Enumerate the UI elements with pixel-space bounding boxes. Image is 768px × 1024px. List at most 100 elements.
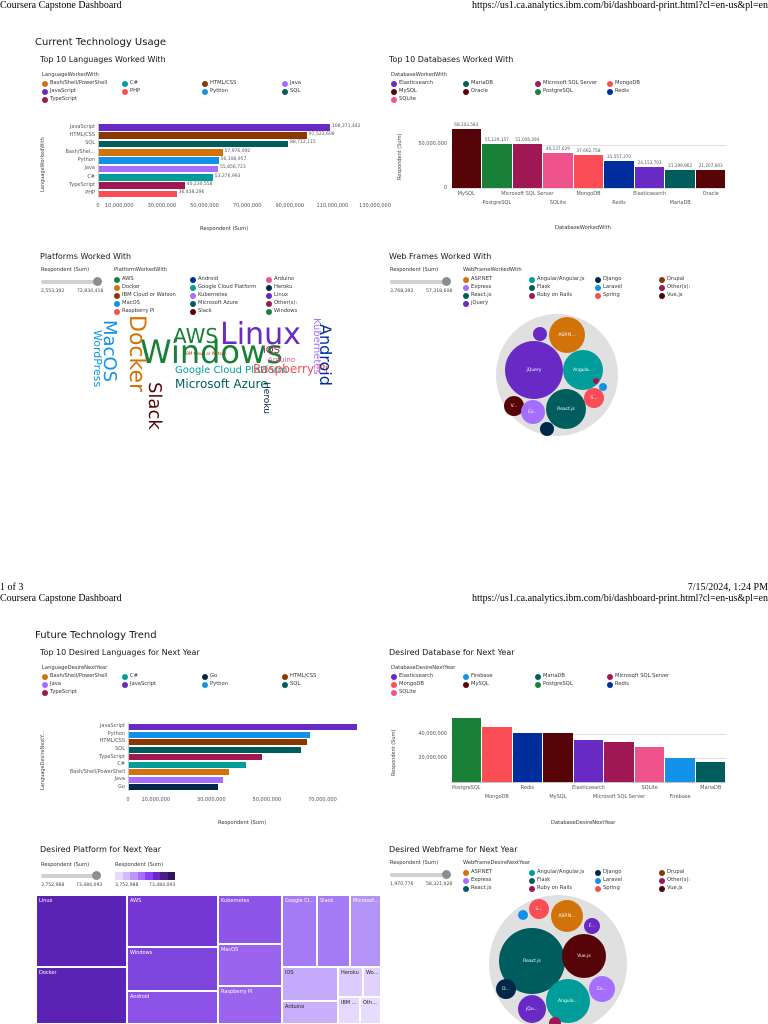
legend-item[interactable]: AWS [114,276,186,283]
bar[interactable] [451,128,482,188]
bar[interactable] [695,169,726,188]
bubble[interactable]: Ex... [521,400,545,424]
bubble[interactable]: Angula... [563,350,603,390]
bubble[interactable]: jQu... [518,995,546,1023]
treemap-cell[interactable]: Android [127,991,218,1024]
bubble[interactable]: jQuery [505,341,563,399]
bar[interactable] [99,182,185,190]
treemap-cell[interactable]: IBM ... [338,997,360,1024]
bubble[interactable]: V... [504,396,524,416]
legend-item[interactable]: Spring [595,885,655,892]
legend-item[interactable]: Heroku [266,284,314,291]
legend-item[interactable]: Other(s): [659,284,719,291]
word-cloud-term[interactable]: Linux [220,317,301,352]
legend-item[interactable]: C# [122,673,198,680]
bar[interactable] [573,740,604,782]
bar[interactable] [543,153,573,188]
legend-item[interactable]: Windows [266,308,314,315]
word-cloud-term[interactable]: Raspberry Pi [253,362,329,376]
bar[interactable] [512,143,543,188]
bubble[interactable] [540,422,554,436]
legend-item[interactable]: Drupal [659,869,713,876]
word-cloud-term[interactable]: Heroku [261,382,271,414]
bubble[interactable]: S... [584,388,604,408]
bar[interactable] [99,140,289,148]
legend-item[interactable]: HTML/CSS [282,673,358,680]
bar[interactable] [129,769,229,776]
bubble[interactable]: Angula... [546,979,590,1023]
bar[interactable] [451,718,482,782]
legend-item[interactable]: Go [202,673,278,680]
bubble[interactable]: D... [496,979,516,999]
bar[interactable] [99,157,219,165]
bar[interactable] [482,143,512,188]
word-cloud-term[interactable]: Kubernetes [311,318,322,375]
legend-item[interactable]: Java [282,80,358,87]
legend-item[interactable]: ASP.NET [463,276,525,283]
word-cloud-term[interactable]: Google Cloud Platform [175,365,288,376]
treemap-cell[interactable]: Arduino [282,1001,338,1024]
legend-item[interactable]: MongoDB [607,80,675,87]
slider-handle[interactable] [442,277,451,286]
bubble[interactable]: Vue.js [562,934,606,978]
legend-item[interactable]: ASP.NET [463,869,525,876]
legend-item[interactable]: Redis [607,681,677,688]
legend-item[interactable]: SQL [282,88,358,95]
bar[interactable] [695,761,726,782]
legend-item[interactable]: Elasticsearch [391,80,459,87]
legend-item[interactable]: Other(s): [266,300,314,307]
print-header-url[interactable]: https://us1.ca.analytics.ibm.com/bi/dash… [472,593,768,604]
legend-item[interactable]: MongoDB [391,681,459,688]
bar[interactable] [665,758,695,782]
word-cloud-term[interactable]: AWS [173,324,219,348]
bar[interactable] [99,132,307,140]
legend-item[interactable]: Laravel [595,877,655,884]
legend-item[interactable]: Other(s): [659,877,713,884]
legend-item[interactable]: Bash/Shell/PowerShell [42,673,118,680]
legend-item[interactable]: MySQL [463,681,531,688]
legend-item[interactable]: Microsoft SQL Server [607,673,677,680]
word-cloud-term[interactable]: IBM Cloud or Watson [185,351,227,356]
bar[interactable] [634,167,665,188]
legend-item[interactable]: Django [595,276,655,283]
treemap-cell[interactable]: Slack [317,895,350,967]
bar[interactable] [99,124,330,131]
word-cloud-term[interactable]: iOS [263,345,280,356]
range-slider[interactable] [41,280,101,284]
legend-item[interactable]: Docker [114,284,186,291]
legend-scroll[interactable]: ASP.NET Angular/Angular.js Django Drupal Exp… [463,869,713,897]
bar[interactable] [129,776,224,783]
slider-handle[interactable] [93,277,102,286]
bar[interactable] [99,149,223,156]
legend-scroll[interactable]: AWS Android Arduino Docker Google Cloud Plat… [114,276,314,319]
legend-item[interactable]: Redis [607,88,675,95]
range-slider[interactable] [390,873,450,877]
legend-item[interactable]: IBM Cloud or Watson [114,292,186,299]
bar[interactable] [129,724,357,731]
legend-item[interactable]: C# [122,80,198,87]
print-header-url[interactable]: https://us1.ca.analytics.ibm.com/bi/dash… [472,0,768,11]
bar[interactable] [129,731,310,738]
legend-item[interactable]: Android [190,276,262,283]
treemap-cell[interactable]: Oth... [360,997,381,1024]
bubble[interactable]: ASP.N... [551,900,583,932]
legend-item[interactable]: Laravel [595,284,655,291]
treemap-cell[interactable]: Raspberry Pi [218,986,282,1024]
bubble[interactable]: Ex... [589,976,615,1002]
legend-item[interactable]: Slack [190,308,262,315]
legend-item[interactable]: SQLite [391,689,459,696]
legend-item[interactable]: PostgreSQL [535,681,603,688]
legend-item[interactable]: Firebase [463,673,531,680]
legend-item[interactable]: SQL [282,681,358,688]
bar[interactable] [604,742,634,782]
bar[interactable] [129,761,246,768]
legend-item[interactable]: Ruby on Rails [529,885,591,892]
bar[interactable] [129,784,218,791]
legend-item[interactable]: TypeScript [42,96,118,103]
treemap-cell[interactable]: Windows [127,947,218,991]
legend-item[interactable]: MacOS [114,300,186,307]
legend-item[interactable]: Linux [266,292,314,299]
legend-item[interactable]: Flask [529,877,591,884]
legend-item[interactable]: TypeScript [42,689,118,696]
legend-item[interactable]: MariaDB [463,80,531,87]
